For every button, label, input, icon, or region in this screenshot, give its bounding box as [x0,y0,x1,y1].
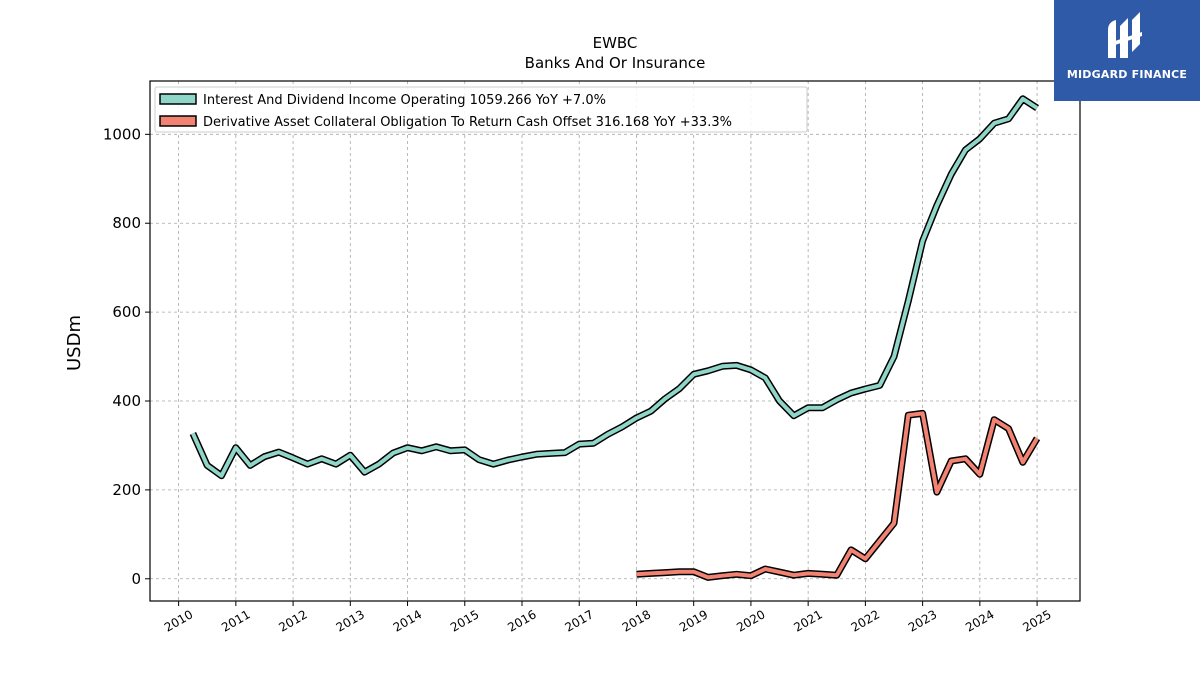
series-line-outline-derivative-collateral [636,409,1041,581]
y-tick-label: 600 [112,303,141,321]
x-tick-label: 2012 [276,607,309,634]
x-tick-label: 2013 [334,607,367,634]
x-tick-label: 2023 [906,607,939,634]
plot-area-frame [149,80,1081,602]
y-axis-label: USDm [64,315,85,371]
y-tick-label: 400 [112,392,141,410]
x-tick-label: 2025 [1020,607,1053,634]
x-tick-label: 2018 [620,607,653,634]
series-line-interest-income [191,96,1039,478]
x-tick-label: 2015 [448,607,481,634]
x-tick-label: 2017 [563,607,596,634]
legend-label-interest-income: Interest And Dividend Income Operating 1… [203,93,606,108]
brand-mark-icon [1108,12,1142,58]
brand-logo: MIDGARD FINANCE [1054,0,1200,101]
series-lines [189,95,1041,581]
x-tick-label: 2020 [734,607,767,634]
x-tick-label: 2021 [791,607,824,634]
x-tick-label: 2024 [963,607,996,634]
y-tick-label: 800 [112,214,141,232]
axis-ticks: 2010 2011 2012 2013 2014 2015 2016 2017 2018 2019… [103,125,1054,634]
x-tick-label: 2010 [162,607,195,634]
chart-title: EWBC [593,34,638,52]
x-tick-label: 2011 [219,607,252,634]
x-tick-label: 2022 [849,607,882,634]
legend-swatch-derivative-collateral [159,115,197,127]
x-tick-label: 2014 [391,607,424,634]
x-tick-label: 2019 [677,607,710,634]
legend: Interest And Dividend Income Operating 1… [154,86,808,133]
brand-name: MIDGARD FINANCE [1066,68,1188,81]
legend-swatch-interest-income [159,93,197,105]
legend-box [154,86,808,133]
series-line-derivative-collateral [636,411,1039,580]
y-tick-label: 0 [131,570,141,588]
chart-subtitle: Banks And Or Insurance [525,54,706,72]
y-tick-label: 200 [112,481,141,499]
x-tick-label: 2016 [505,607,538,634]
legend-label-derivative-collateral: Derivative Asset Collateral Obligation T… [203,115,732,130]
grid-lines [150,81,1080,601]
y-tick-label: 1000 [103,125,141,143]
